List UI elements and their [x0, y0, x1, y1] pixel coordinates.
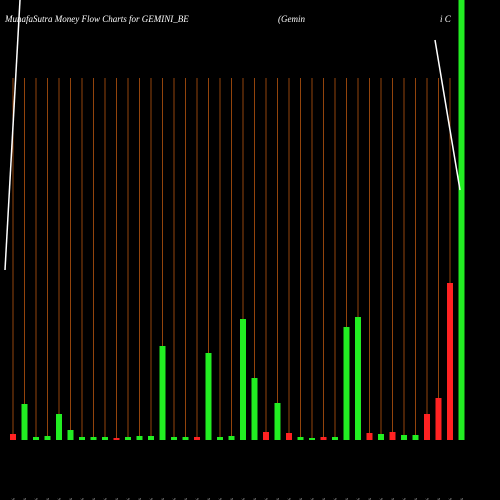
bar — [228, 436, 235, 440]
bar — [240, 319, 246, 440]
x-tick-label: 0.00 1.92% — [126, 497, 131, 500]
title-fragment: i C — [440, 14, 452, 24]
bar — [401, 435, 407, 440]
bar — [21, 404, 28, 440]
bar — [171, 437, 177, 440]
bar — [136, 436, 143, 440]
x-tick-label: 0.00 0.00% — [218, 497, 223, 500]
bar — [389, 432, 396, 440]
x-tick-label: 0.00 0.00% — [34, 497, 39, 500]
bar — [297, 437, 304, 440]
bar — [366, 433, 373, 440]
bar — [159, 346, 166, 440]
x-tick-label: 0.00 281.25% — [57, 497, 62, 500]
bar — [286, 433, 292, 440]
bar — [447, 283, 453, 440]
bar — [125, 437, 131, 440]
bar — [424, 414, 430, 440]
x-tick-label: 0.00 5.17% — [390, 497, 395, 500]
x-tick-label: 0.00 1.85% — [241, 497, 246, 500]
bar — [343, 327, 350, 440]
price-line — [434, 39, 461, 191]
x-tick-label: 0.00 3.70% — [356, 497, 361, 500]
x-tick-label: 0.00 0.00% — [333, 497, 338, 500]
category-lines — [12, 78, 462, 440]
x-tick-label: 0.00 0.00% — [413, 497, 418, 500]
x-tick-label: 0.00 13.11% — [68, 497, 73, 500]
x-tick-label: 0.00 7.14% — [367, 497, 372, 500]
x-tick-label: 0.00 5.77% — [229, 497, 234, 500]
x-tick-label: 0.00 1.32% — [459, 497, 464, 500]
bar — [79, 437, 85, 440]
bar — [182, 437, 189, 440]
bar — [355, 317, 361, 440]
x-tick-label: 0.00 1.94% — [160, 497, 165, 500]
title-fragment: (Gemin — [278, 14, 305, 24]
x-tick-label: 0.00 1.96% — [206, 497, 211, 500]
x-tick-label: 0.00 0.00% — [80, 497, 85, 500]
x-tick-label: 0.00 14.52% — [252, 497, 257, 500]
x-tick-label: 0.00 7.25% — [436, 497, 441, 500]
x-tick-label: 0.00 0.00% — [183, 497, 188, 500]
bar — [205, 353, 212, 440]
x-tick-label: 0.00 10.00% — [149, 497, 154, 500]
x-tick-label: 0.00 3.64% — [298, 497, 303, 500]
bar — [56, 414, 62, 440]
x-tick-label: 0.00 726.47% — [22, 497, 27, 500]
bar — [435, 398, 442, 440]
bar — [263, 432, 269, 440]
bar — [320, 437, 327, 440]
bar — [33, 437, 39, 440]
x-tick-label: 0.00 19.44% — [91, 497, 96, 500]
bar — [44, 436, 51, 440]
x-tick-label: 0.00 3.92% — [114, 497, 119, 500]
x-tick-label: 0.00 17.86% — [275, 497, 280, 500]
x-tick-label: 0.00 38.46% — [45, 497, 50, 500]
bar — [309, 438, 315, 440]
chart-title: MunafaSutra Money Flow Charts for GEMINI… — [4, 14, 189, 24]
bar — [458, 0, 465, 440]
bar — [217, 437, 223, 440]
x-tick-label: 0.00 2.70% — [448, 497, 453, 500]
x-tick-label: 0.00 12.84% — [11, 497, 16, 500]
bar — [194, 437, 200, 440]
price-line — [4, 0, 21, 271]
bar — [113, 438, 120, 440]
x-tick-label: 0.00 8.20% — [264, 497, 269, 500]
x-tick-label: 0.00 11.29% — [425, 497, 430, 500]
x-tick-label: 0.00 3.85% — [344, 497, 349, 500]
bar — [378, 434, 384, 440]
bar — [274, 403, 281, 440]
x-tick-label: 0.00 0.00% — [172, 497, 177, 500]
bar — [90, 437, 97, 440]
bar — [10, 434, 16, 440]
bar — [412, 435, 419, 440]
x-tick-label: 0.00 0.00% — [310, 497, 315, 500]
x-tick-label: 0.00 1.64% — [402, 497, 407, 500]
x-tick-label: 0.00 1.89% — [321, 497, 326, 500]
bar — [102, 437, 108, 440]
x-tick-label: 0.00 5.00% — [103, 497, 108, 500]
bar — [251, 378, 258, 440]
x-tick-label: 0.00 0.00% — [287, 497, 292, 500]
x-tick-label: 0.00 8.26% — [195, 497, 200, 500]
x-tick-label: 0.00 0.00% — [137, 497, 142, 500]
x-tick-label: 0.00 3.33% — [379, 497, 384, 500]
bar — [67, 430, 74, 440]
bars — [10, 0, 465, 440]
bar — [148, 436, 154, 440]
x-labels: 0.00 12.84% 0.00 726.47% 0.00 0.00% 0.00 38… — [11, 497, 465, 500]
bar — [332, 437, 338, 440]
